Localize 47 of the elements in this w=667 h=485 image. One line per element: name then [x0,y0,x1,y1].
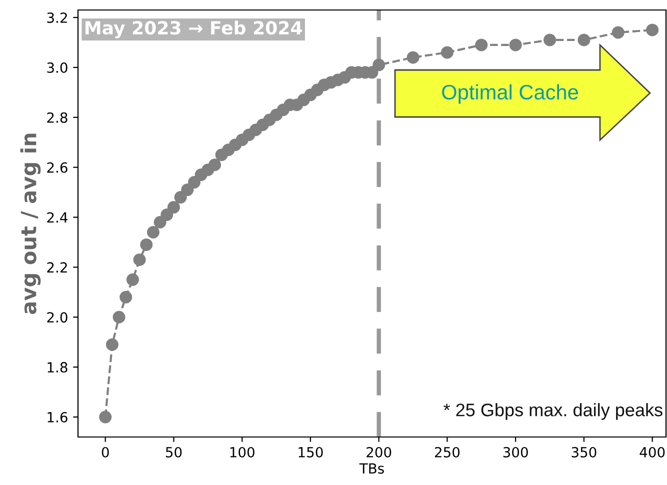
annotation: Optimal Cache [442,84,578,104]
point [140,238,153,251]
point [188,176,200,189]
point [440,46,454,59]
point [612,26,624,39]
point [146,226,160,238]
y-axis-title: avg out / avg in [20,134,41,314]
y-tick-label: 2.2 [47,262,67,272]
y-tick-label: 2.8 [47,112,68,123]
point [154,216,166,228]
point [372,58,386,72]
x-tick-label: 400 [640,446,665,458]
x-tick-label: 350 [572,446,596,458]
x-tick-label: 0 [102,446,109,458]
y-tick-label: 2.4 [47,212,68,223]
point [406,51,420,64]
annotation: May 2023 → Feb 2024 [86,20,302,38]
point [112,310,126,324]
point [475,38,488,52]
point [167,201,180,214]
y-tick-label: 1.8 [48,362,68,373]
x-tick-label: 50 [166,446,182,458]
point [181,184,194,196]
annotation: * 25 Gbps max. daily peaks [444,403,662,420]
x-tick-label: 300 [503,446,528,458]
point [160,208,174,222]
x-tick-label: 100 [230,446,254,458]
point [106,338,118,351]
point [646,24,659,36]
point [544,34,556,46]
point [509,38,522,52]
point [126,273,139,286]
point [120,290,132,304]
point [208,158,221,172]
y-tick-label: 1.6 [48,412,68,422]
x-tick-label: 200 [366,446,392,458]
point [174,191,187,204]
y-tick-label: 3.0 [47,62,68,73]
point [99,410,112,424]
x-tick-label: 250 [434,446,460,458]
point [133,253,146,266]
x-tick-label: 150 [298,446,323,458]
point [578,34,590,46]
y-tick-label: 2.0 [47,312,68,323]
y-tick-label: 2.6 [47,162,68,173]
y-tick-label: 3.2 [47,12,67,23]
x-axis-title: TBs [359,463,384,474]
